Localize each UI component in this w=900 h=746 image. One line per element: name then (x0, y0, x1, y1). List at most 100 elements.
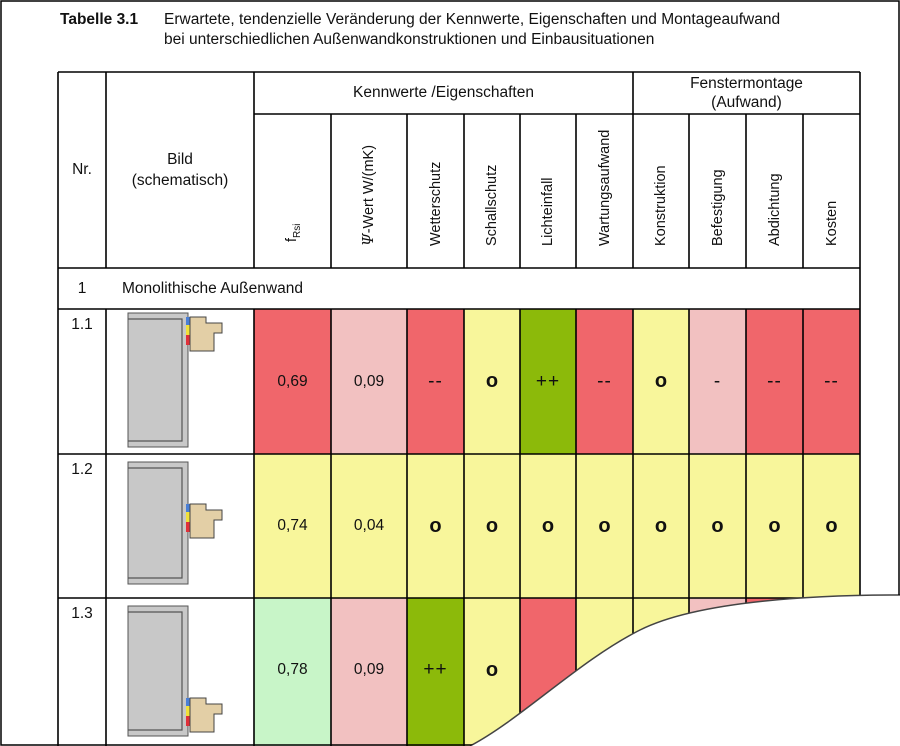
rating-value: -- (597, 370, 612, 392)
rating-value: 0,09 (353, 372, 385, 390)
rating-value: 0,69 (277, 372, 308, 390)
rating-cell-bg (746, 454, 803, 598)
header-col-abdichtung: Abdichtung (746, 114, 803, 268)
rating-cell-bg (576, 454, 633, 598)
rating-cell: -- (746, 368, 803, 396)
rating-cell: o (803, 512, 860, 540)
header-col-label: Lichteinfall (540, 177, 556, 246)
section-nr-label: 1 (77, 279, 87, 297)
rating-cell: o (464, 368, 520, 396)
row-nr: 1.1 (71, 316, 93, 333)
header-col-label: Konstruktion (653, 165, 669, 246)
header-col-wetterschutz: Wetterschutz (407, 114, 464, 268)
rating-cell-bg (633, 454, 689, 598)
header-col-lichteinfall: Lichteinfall (520, 114, 576, 268)
row-nr: 1.2 (71, 461, 93, 478)
header-col-wartungsaufwand: Wartungsaufwand (576, 114, 633, 268)
header-group-fenstermontage: Fenstermontage (Aufwand) (633, 72, 860, 114)
rating-cell-bg (254, 309, 331, 454)
rating-value: o (654, 514, 668, 537)
rating-cell-bg (520, 598, 576, 746)
header-col-label: Schallschutz (484, 164, 500, 246)
wall-section-image (127, 312, 223, 448)
section-nr: 1 (58, 268, 106, 309)
rating-value: o (485, 370, 499, 392)
rating-cell: 0,74 (254, 512, 331, 540)
caption-line-2: bei unterschiedlichen Außenwandkonstrukt… (164, 31, 655, 48)
rating-cell-bg (464, 454, 520, 598)
rating-value: -- (824, 370, 839, 392)
caption-line-1: Erwartete, tendenzielle Veränderung der … (164, 11, 781, 28)
header-col-psi: Ψ-Wert W/(mK) (331, 114, 407, 268)
rating-cell-bg (576, 309, 633, 454)
caption-number: Tabelle 3.1 (60, 11, 139, 28)
header-frsi-sub: Rsi (291, 223, 303, 238)
rating-cell-bg (254, 598, 331, 746)
rating-value: o (711, 514, 724, 537)
rating-cell-bg (407, 598, 464, 746)
rating-cell: o (689, 512, 746, 540)
rating-value: 0,09 (353, 661, 385, 678)
rating-cell: ++ (407, 656, 464, 684)
header-bild-line2: (schematisch) (131, 172, 229, 189)
rating-cell: ++ (520, 368, 576, 396)
rating-cell-bg (633, 598, 689, 746)
header-col-label: Kosten (823, 200, 840, 246)
rating-value: o (429, 514, 442, 537)
rating-cell-bg (331, 598, 407, 746)
rating-cell-bg (464, 309, 520, 454)
header-bild: Bild (schematisch) (106, 72, 254, 268)
rating-value: o (541, 514, 555, 537)
header-col-label: Abdichtung (766, 173, 783, 246)
header-col-schallschutz: Schallschutz (464, 114, 520, 268)
rating-cell-bg (331, 309, 407, 454)
header-frsi-main: f (283, 237, 300, 242)
rating-cell: 0,69 (254, 368, 331, 396)
rating-value: o (598, 514, 611, 537)
rating-value: 0,74 (277, 517, 308, 534)
rating-cell-bg (520, 454, 576, 598)
header-group-fenstermontage-line1: Fenstermontage (690, 75, 803, 92)
header-col-label: Befestigung (709, 169, 726, 246)
rating-cell: o (464, 656, 520, 684)
header-psi-rest: -Wert W/(mK) (361, 144, 377, 234)
rating-value: o (654, 370, 668, 392)
wall-section-image (127, 461, 223, 585)
rating-value: -- (767, 370, 782, 392)
header-col-konstruktion: Konstruktion (633, 114, 689, 268)
rating-cell: o (746, 512, 803, 540)
rating-cell-bg (689, 454, 746, 598)
rating-cell-bg (520, 309, 576, 454)
rating-cell: o (633, 512, 689, 540)
rating-value: -- (428, 370, 443, 392)
header-col-label: Wetterschutz (427, 161, 444, 246)
rating-cell: -- (576, 368, 633, 396)
rating-cell-bg (746, 598, 803, 746)
rating-cell-bg (407, 454, 464, 598)
rating-cell: 0,09 (331, 368, 407, 396)
rating-cell: - (689, 368, 746, 396)
rating-cell-bg (689, 309, 746, 454)
rating-value: ++ (423, 659, 448, 680)
wall-section-image (127, 605, 223, 737)
rating-cell: o (464, 512, 520, 540)
rating-value: o (768, 514, 781, 537)
rating-cell-bg (633, 309, 689, 454)
rating-cell: o (520, 512, 576, 540)
rating-cell-bg (803, 454, 860, 598)
header-group-fenstermontage-line2: (Aufwand) (711, 94, 782, 111)
rating-cell: o (407, 512, 464, 540)
rating-cell: o (633, 368, 689, 396)
rating-cell: 0,04 (331, 512, 407, 540)
rating-cell: -- (803, 368, 860, 396)
rating-value: o (485, 658, 499, 681)
rating-value: ++ (535, 370, 561, 392)
rating-value: o (825, 514, 838, 537)
section-title-label: Monolithische Außenwand (122, 279, 303, 297)
rating-cell-bg (803, 309, 860, 454)
header-nr-label: Nr. (72, 161, 92, 178)
rating-cell-bg (254, 454, 331, 598)
section-title: Monolithische Außenwand (112, 268, 512, 309)
header-group-kennwerte-label: Kennwerte /Eigenschaften (353, 84, 534, 101)
